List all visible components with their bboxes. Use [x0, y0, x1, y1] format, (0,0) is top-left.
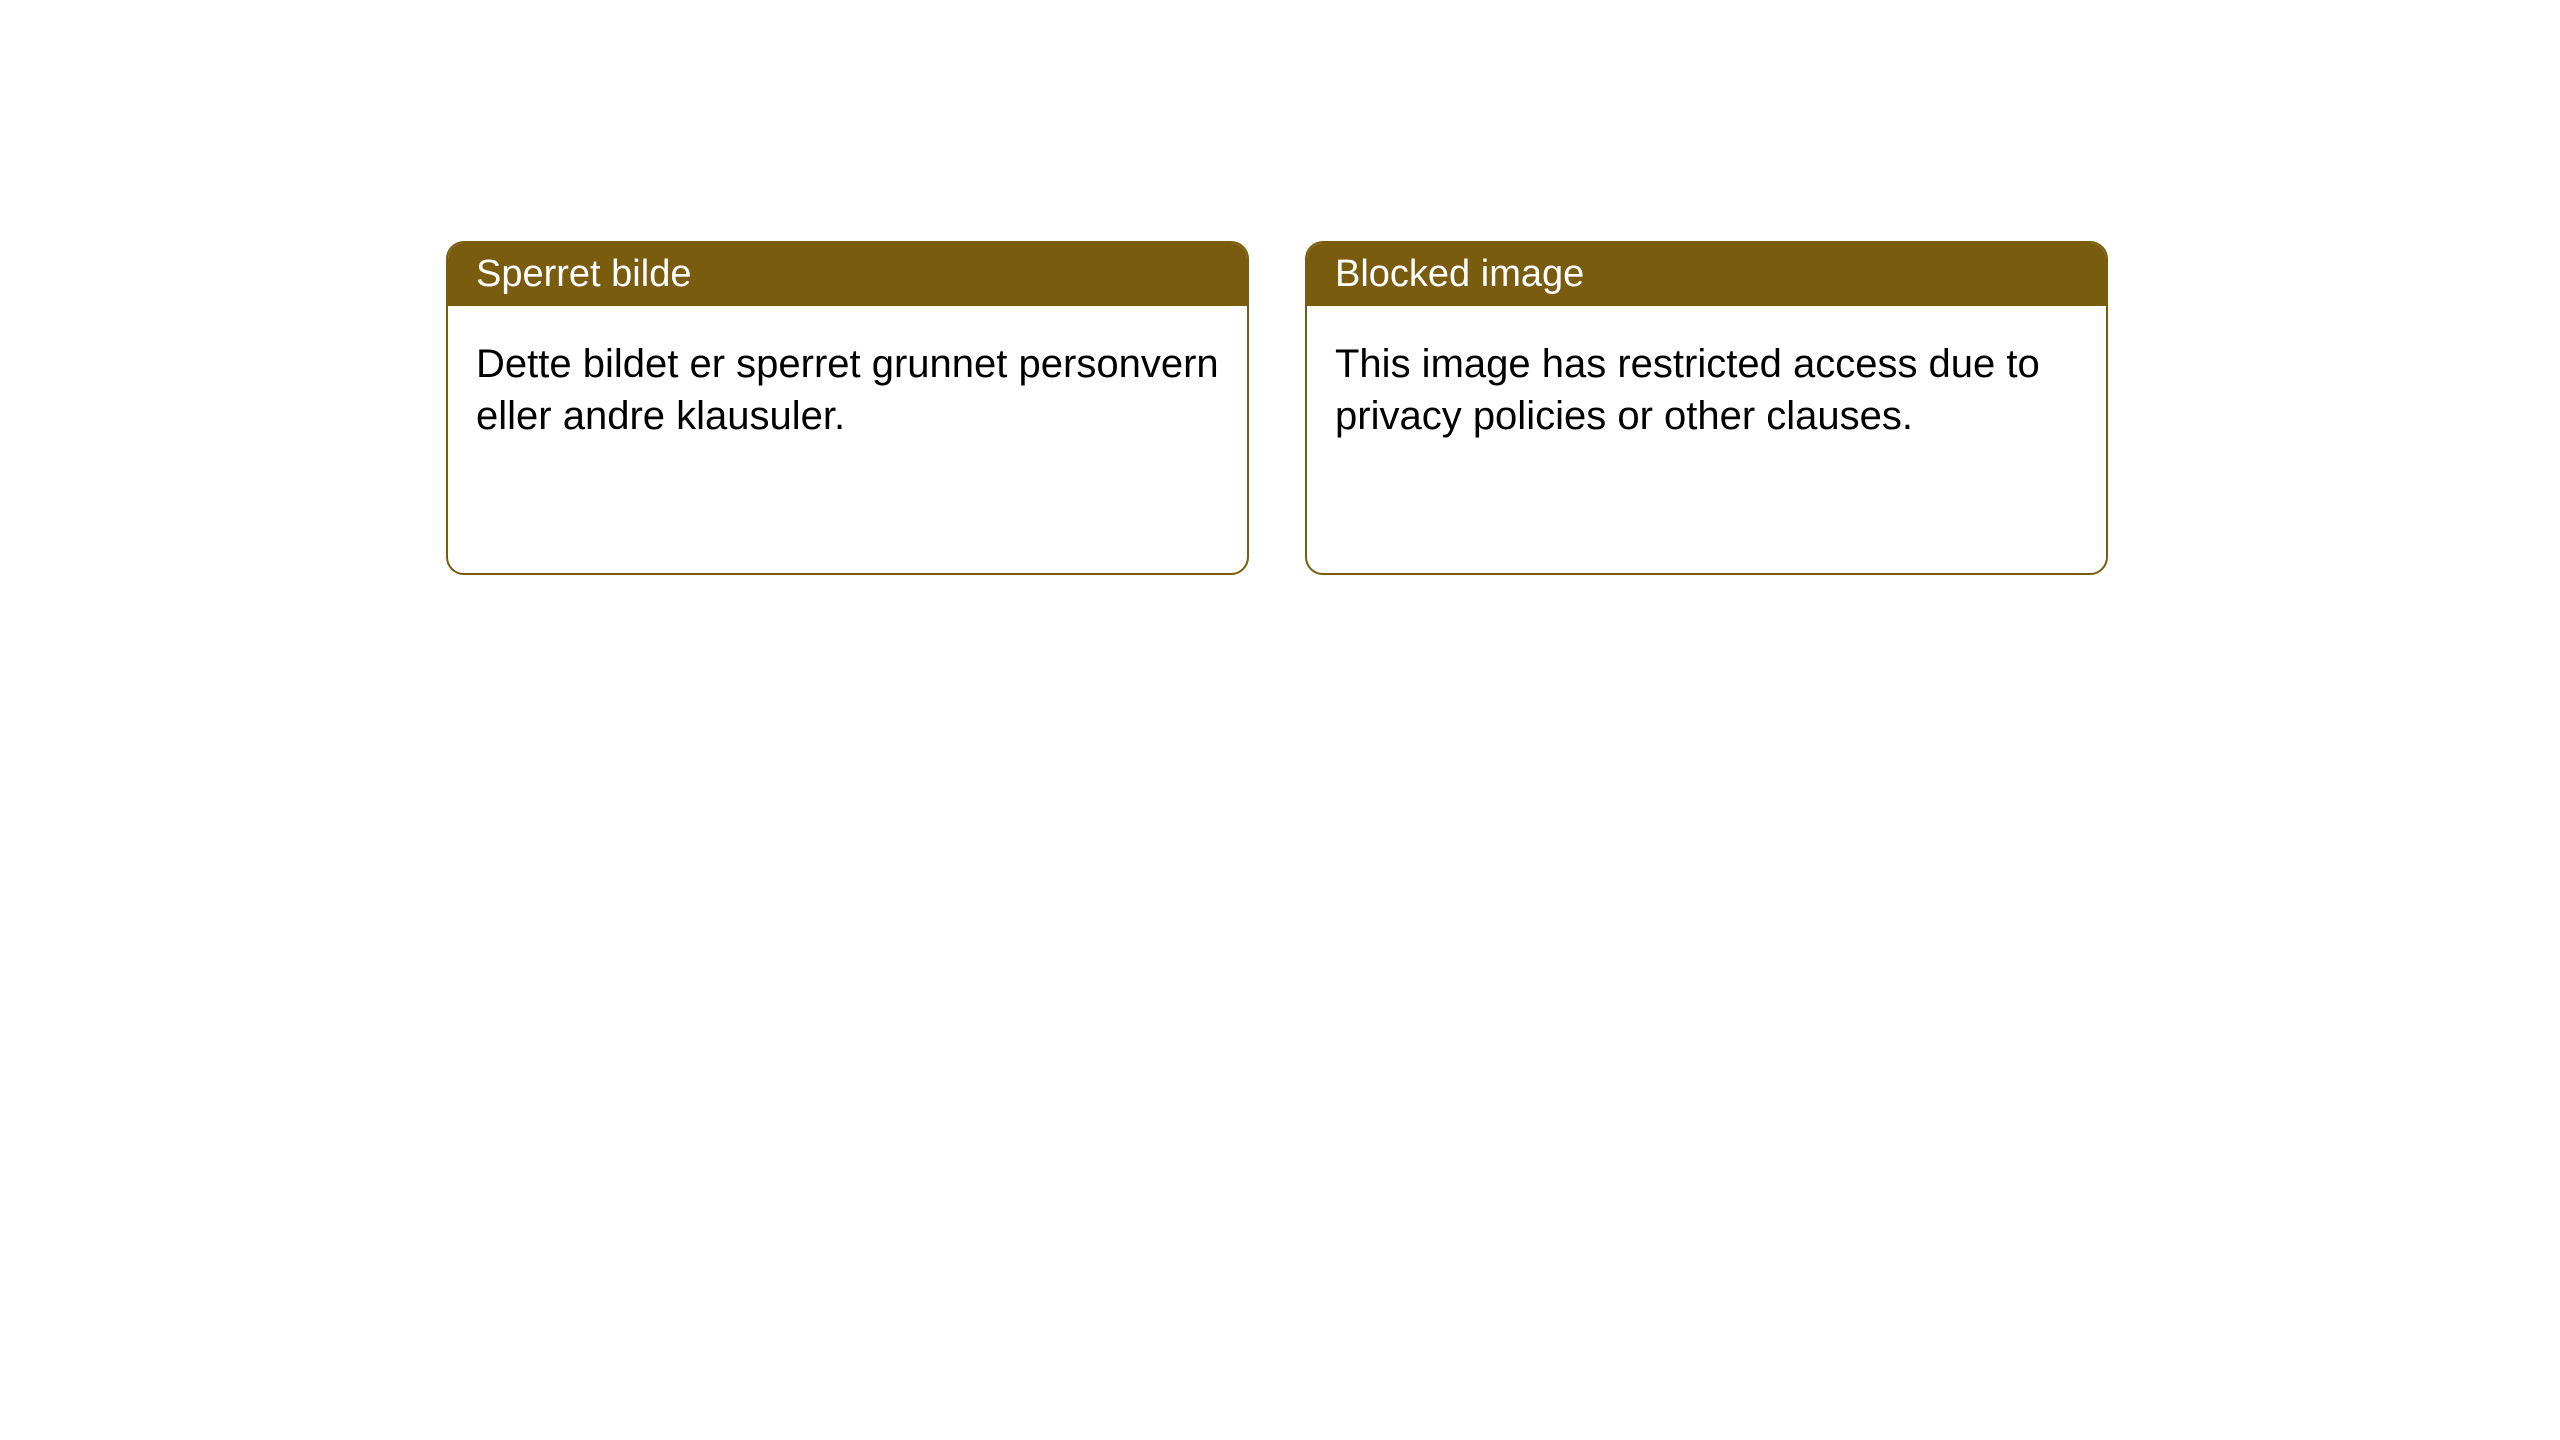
notice-container: Sperret bilde Dette bildet er sperret gr… — [0, 0, 2560, 575]
card-title: Sperret bilde — [476, 253, 691, 295]
card-title: Blocked image — [1335, 253, 1584, 295]
card-header: Blocked image — [1307, 243, 2106, 306]
card-body-text: Dette bildet er sperret grunnet personve… — [476, 342, 1219, 438]
card-header: Sperret bilde — [448, 243, 1247, 306]
blocked-image-card-en: Blocked image This image has restricted … — [1305, 241, 2108, 575]
blocked-image-card-no: Sperret bilde Dette bildet er sperret gr… — [446, 241, 1249, 575]
card-body: Dette bildet er sperret grunnet personve… — [448, 306, 1247, 474]
card-body-text: This image has restricted access due to … — [1335, 342, 2040, 438]
card-body: This image has restricted access due to … — [1307, 306, 2106, 474]
